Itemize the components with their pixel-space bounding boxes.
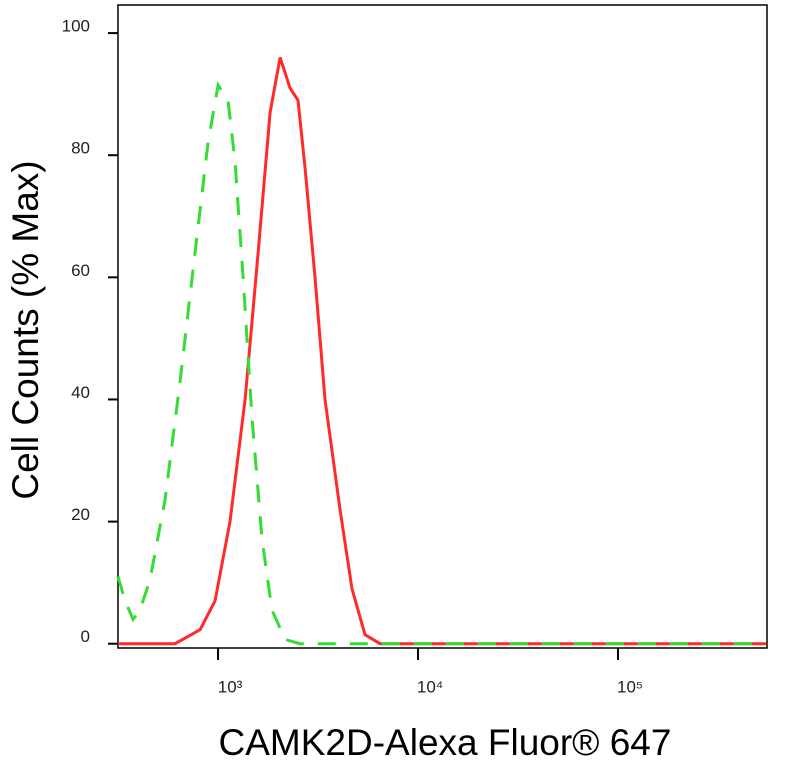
plot-frame — [117, 4, 768, 649]
y-axis-title: Cell Counts (% Max) — [5, 160, 46, 499]
y-tick-label: 80 — [71, 139, 90, 158]
y-tick-label: 100 — [62, 17, 90, 36]
series-line — [118, 57, 767, 646]
y-tick-label: 60 — [71, 261, 90, 280]
x-tick-label: 10⁵ — [617, 677, 643, 696]
y-tick-label: 0 — [81, 627, 90, 646]
x-tick-label: 10⁴ — [417, 677, 443, 696]
y-tick-label: 20 — [71, 505, 90, 524]
y-tick-label: 40 — [71, 383, 90, 402]
series-line — [116, 80, 767, 646]
x-tick-label: 10³ — [218, 677, 243, 696]
x-axis-title: CAMK2D-Alexa Fluor® 647 — [219, 722, 672, 763]
